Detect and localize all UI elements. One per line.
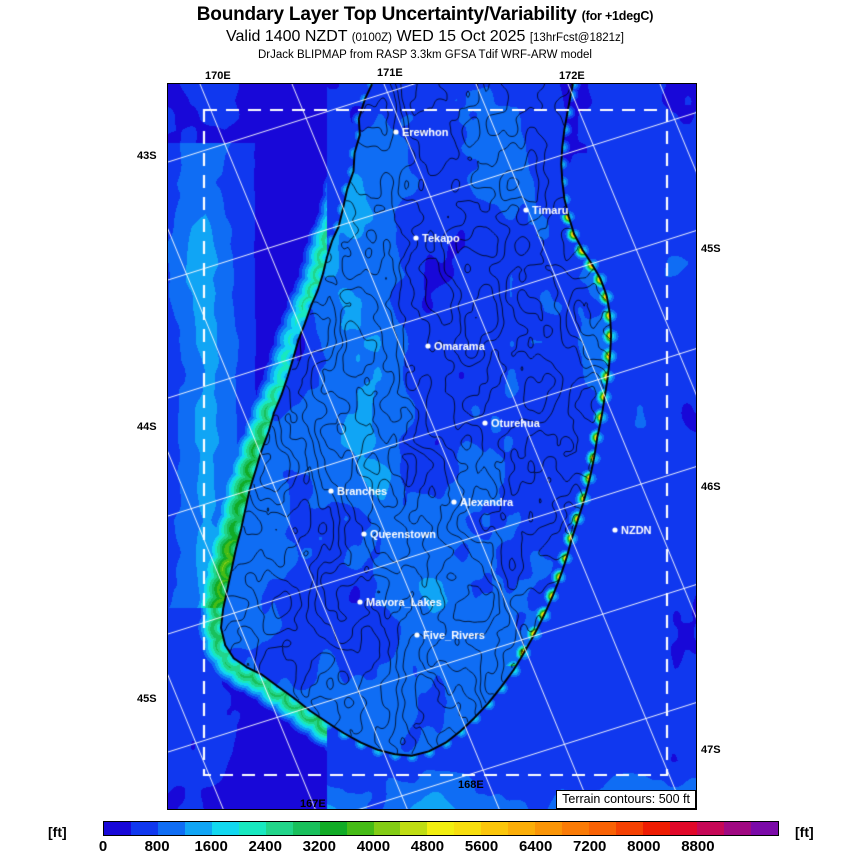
header: Boundary Layer Top Uncertainty/Variabili… (0, 0, 850, 63)
colorbar-swatch-17 (562, 822, 590, 835)
colorbar: [ft] 0 800 1600 2400 3200 4000 4800 5600 6400 720… (0, 818, 850, 860)
lat-label-43S-0: 43S (137, 150, 157, 162)
lon-label-170E-0: 170E (205, 70, 231, 82)
lon-label-171E-1: 171E (377, 67, 403, 79)
colorbar-tick-1600: 1600 (194, 838, 228, 855)
lat-label-47S-5: 47S (701, 744, 721, 756)
lat-label-45S-2: 45S (137, 693, 157, 705)
model-source-line: DrJack BLIPMAP from RASP 3.3km GFSA Tdif… (257, 49, 592, 61)
colorbar-swatch-18 (589, 822, 617, 835)
colorbar-swatch-1 (130, 822, 158, 835)
colorbar-swatch-6 (265, 822, 293, 835)
colorbar-swatch-15 (508, 822, 536, 835)
colorbar-unit-left: [ft] (48, 824, 67, 840)
colorbar-swatch-2 (157, 822, 185, 835)
valid-date: WED 15 Oct 2025 (396, 28, 526, 45)
colorbar-swatch-4 (211, 822, 239, 835)
colorbar-tick-800: 800 (144, 838, 170, 855)
lon-label-167E-3: 167E (300, 798, 326, 810)
colorbar-gradient (103, 821, 779, 836)
colorbar-swatch-16 (535, 822, 563, 835)
colorbar-swatch-3 (184, 822, 212, 835)
valid-utc-time: (0100Z) (351, 32, 392, 44)
colorbar-swatch-19 (616, 822, 644, 835)
page-title: Boundary Layer Top Uncertainty/Variabili… (0, 0, 850, 27)
terrain-contour-legend: Terrain contours: 500 ft (556, 790, 696, 809)
colorbar-swatch-21 (670, 822, 697, 835)
colorbar-tick-7200: 7200 (573, 838, 607, 855)
colorbar-tick-2400: 2400 (248, 838, 282, 855)
colorbar-tick-8000: 8000 (627, 838, 661, 855)
colorbar-tick-5600: 5600 (464, 838, 499, 855)
map-frame[interactable] (167, 83, 697, 810)
colorbar-swatch-14 (481, 822, 509, 835)
colorbar-swatch-0 (104, 822, 131, 835)
colorbar-swatch-13 (454, 822, 482, 835)
colorbar-tick-3200: 3200 (302, 838, 336, 855)
colorbar-tick-6400: 6400 (518, 838, 553, 855)
colorbar-tick-4000: 4000 (356, 838, 391, 855)
colorbar-tick-0: 0 (98, 838, 108, 855)
lat-label-44S-1: 44S (137, 421, 157, 433)
forecast-hour: [13hrFcst@1821z] (529, 32, 624, 44)
colorbar-swatch-7 (292, 822, 320, 835)
map-raster (168, 84, 696, 809)
page-title-suffix: (for +1degC) (581, 9, 654, 23)
page-title-text: Boundary Layer Top Uncertainty/Variabili… (196, 4, 577, 25)
colorbar-unit-right: [ft] (795, 824, 814, 840)
colorbar-swatch-9 (346, 822, 374, 835)
colorbar-tick-8800: 8800 (681, 838, 715, 855)
colorbar-swatch-5 (238, 822, 266, 835)
colorbar-tick-labels: 0 800 1600 2400 3200 4000 4800 5600 6400 7200 8000… (99, 838, 779, 858)
lon-label-172E-2: 172E (559, 70, 585, 82)
colorbar-tick-4800: 4800 (410, 838, 445, 855)
colorbar-swatch-24 (750, 822, 778, 835)
colorbar-swatch-12 (427, 822, 455, 835)
colorbar-swatch-22 (696, 822, 724, 835)
lon-label-168E-4: 168E (458, 779, 484, 791)
valid-local-time: Valid 1400 NZDT (226, 28, 348, 45)
colorbar-swatch-11 (400, 822, 428, 835)
colorbar-swatch-23 (723, 822, 751, 835)
lat-label-45S-3: 45S (701, 243, 721, 255)
lat-label-46S-4: 46S (701, 481, 721, 493)
map-container[interactable]: Terrain contours: 500 ft 170E 171E 172E 167… (137, 67, 721, 810)
colorbar-swatch-8 (319, 822, 347, 835)
colorbar-swatch-20 (643, 822, 671, 835)
valid-time-line: Valid 1400 NZDT (0100Z) WED 15 Oct 2025 … (0, 27, 850, 48)
colorbar-swatch-10 (373, 822, 401, 835)
